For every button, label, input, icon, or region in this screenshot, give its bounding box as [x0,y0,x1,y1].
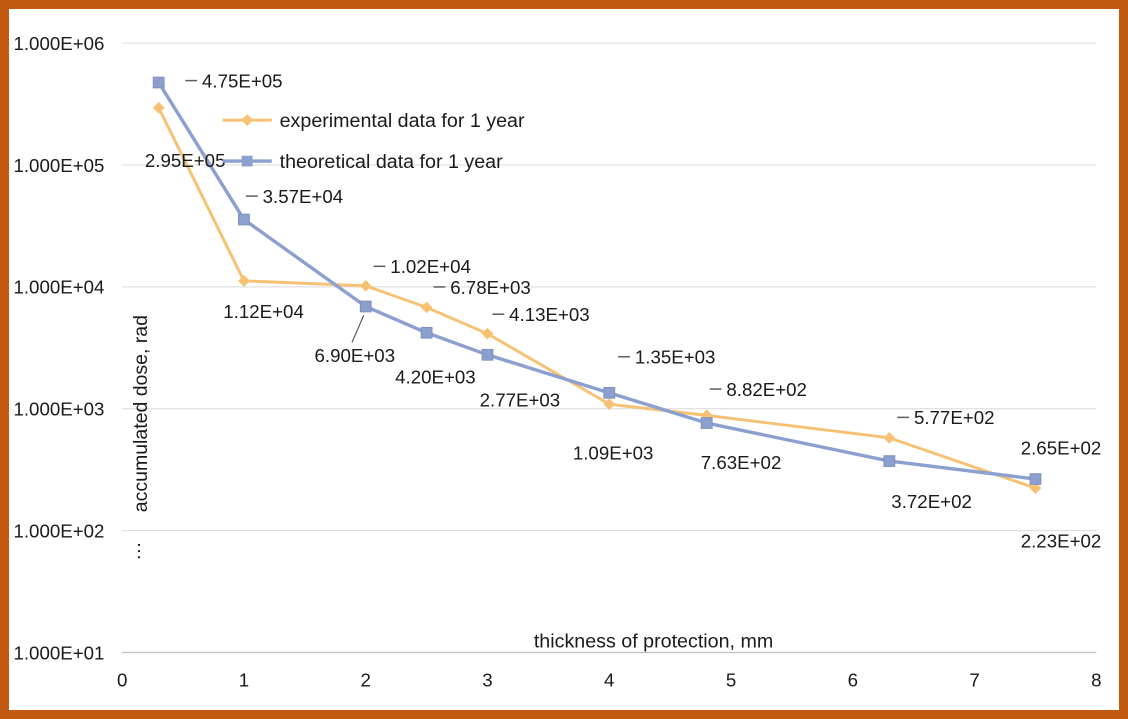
x-tick-label: 8 [1091,670,1101,691]
legend-item-experimental: experimental data for 1 year [222,110,525,132]
marker-square-icon [603,387,616,399]
y-tick-label: 1.000E+05 [13,155,104,176]
x-tick-label: 6 [848,670,858,691]
data-label: 5.77E+02 [914,407,995,428]
marker-square-icon [359,300,372,313]
x-tick-label: 2 [361,670,371,691]
data-label: 2.65E+02 [1021,438,1102,459]
data-label: 2.95E+05 [145,150,226,171]
data-label: 8.82E+02 [726,379,807,400]
data-label: 7.63E+02 [701,452,782,473]
marker-square-icon [420,326,433,339]
series-line-1 [156,80,1038,481]
marker-square-icon [152,76,165,89]
plot-area: 1.000E+06 1.000E+05 1.000E+04 1.000E+03 1.00… [13,33,1101,691]
y-tick-label: 1.000E+06 [13,33,104,54]
data-label: 6.78E+03 [450,277,531,298]
marker-square-icon [883,455,896,467]
marker-diamond-icon [152,101,165,114]
marker-square-icon [238,213,250,226]
y-axis-title: accumulated dose, rad [130,315,152,512]
data-label: 4.13E+03 [509,304,590,325]
data-label: 1.02E+04 [390,256,471,277]
data-label: 4.20E+03 [395,367,476,388]
x-tick-label: 4 [604,670,614,691]
data-label: 2.23E+02 [1021,531,1102,552]
marker-diamond-icon [238,275,250,287]
x-tick-label: 7 [969,670,979,691]
x-axis-title: thickness of protection, mm [534,631,773,653]
data-label: 3.72E+02 [891,491,972,512]
marker-diamond-icon [1029,482,1042,495]
data-label: 4.75E+05 [202,70,283,91]
x-tick-label: 1 [239,670,249,691]
line-chart: 1.000E+06 1.000E+05 1.000E+04 1.000E+03 1.00… [13,33,1101,691]
y-axis-title-overflow: … [123,541,145,560]
y-tick-label: 1.000E+02 [13,521,104,542]
data-label: 1.09E+03 [573,443,654,464]
data-label: 2.77E+03 [480,390,561,411]
marker-diamond-icon [603,398,616,411]
x-tick-label: 3 [482,670,492,691]
y-tick-label: 1.000E+01 [13,642,104,663]
y-tick-label: 1.000E+03 [13,399,104,420]
legend: experimental data for 1 year theoretical… [222,110,525,173]
marker-diamond-icon [883,431,896,444]
legend-marker-diamond-icon [241,114,254,126]
y-tick-label: 1.000E+04 [13,277,104,298]
data-label: 1.35E+03 [635,347,716,368]
marker-diamond-icon [359,279,372,292]
legend-item-theoretical: theoretical data for 1 year [222,151,504,173]
x-tick-label: 5 [726,670,736,691]
label-leader [351,315,365,343]
marker-diamond-icon [420,301,433,314]
marker-square-icon [700,417,713,429]
marker-diamond-icon [481,327,494,340]
marker-square-icon [1029,473,1042,485]
marker-square-icon [481,348,494,361]
data-label: 3.57E+04 [263,186,344,207]
legend-marker-square-icon [241,155,253,167]
x-tick-label: 0 [117,670,127,691]
legend-label-theoretical: theoretical data for 1 year [280,151,504,173]
legend-label-experimental: experimental data for 1 year [280,110,525,132]
data-label: 1.12E+04 [223,301,304,322]
data-label: 6.90E+03 [315,345,396,366]
